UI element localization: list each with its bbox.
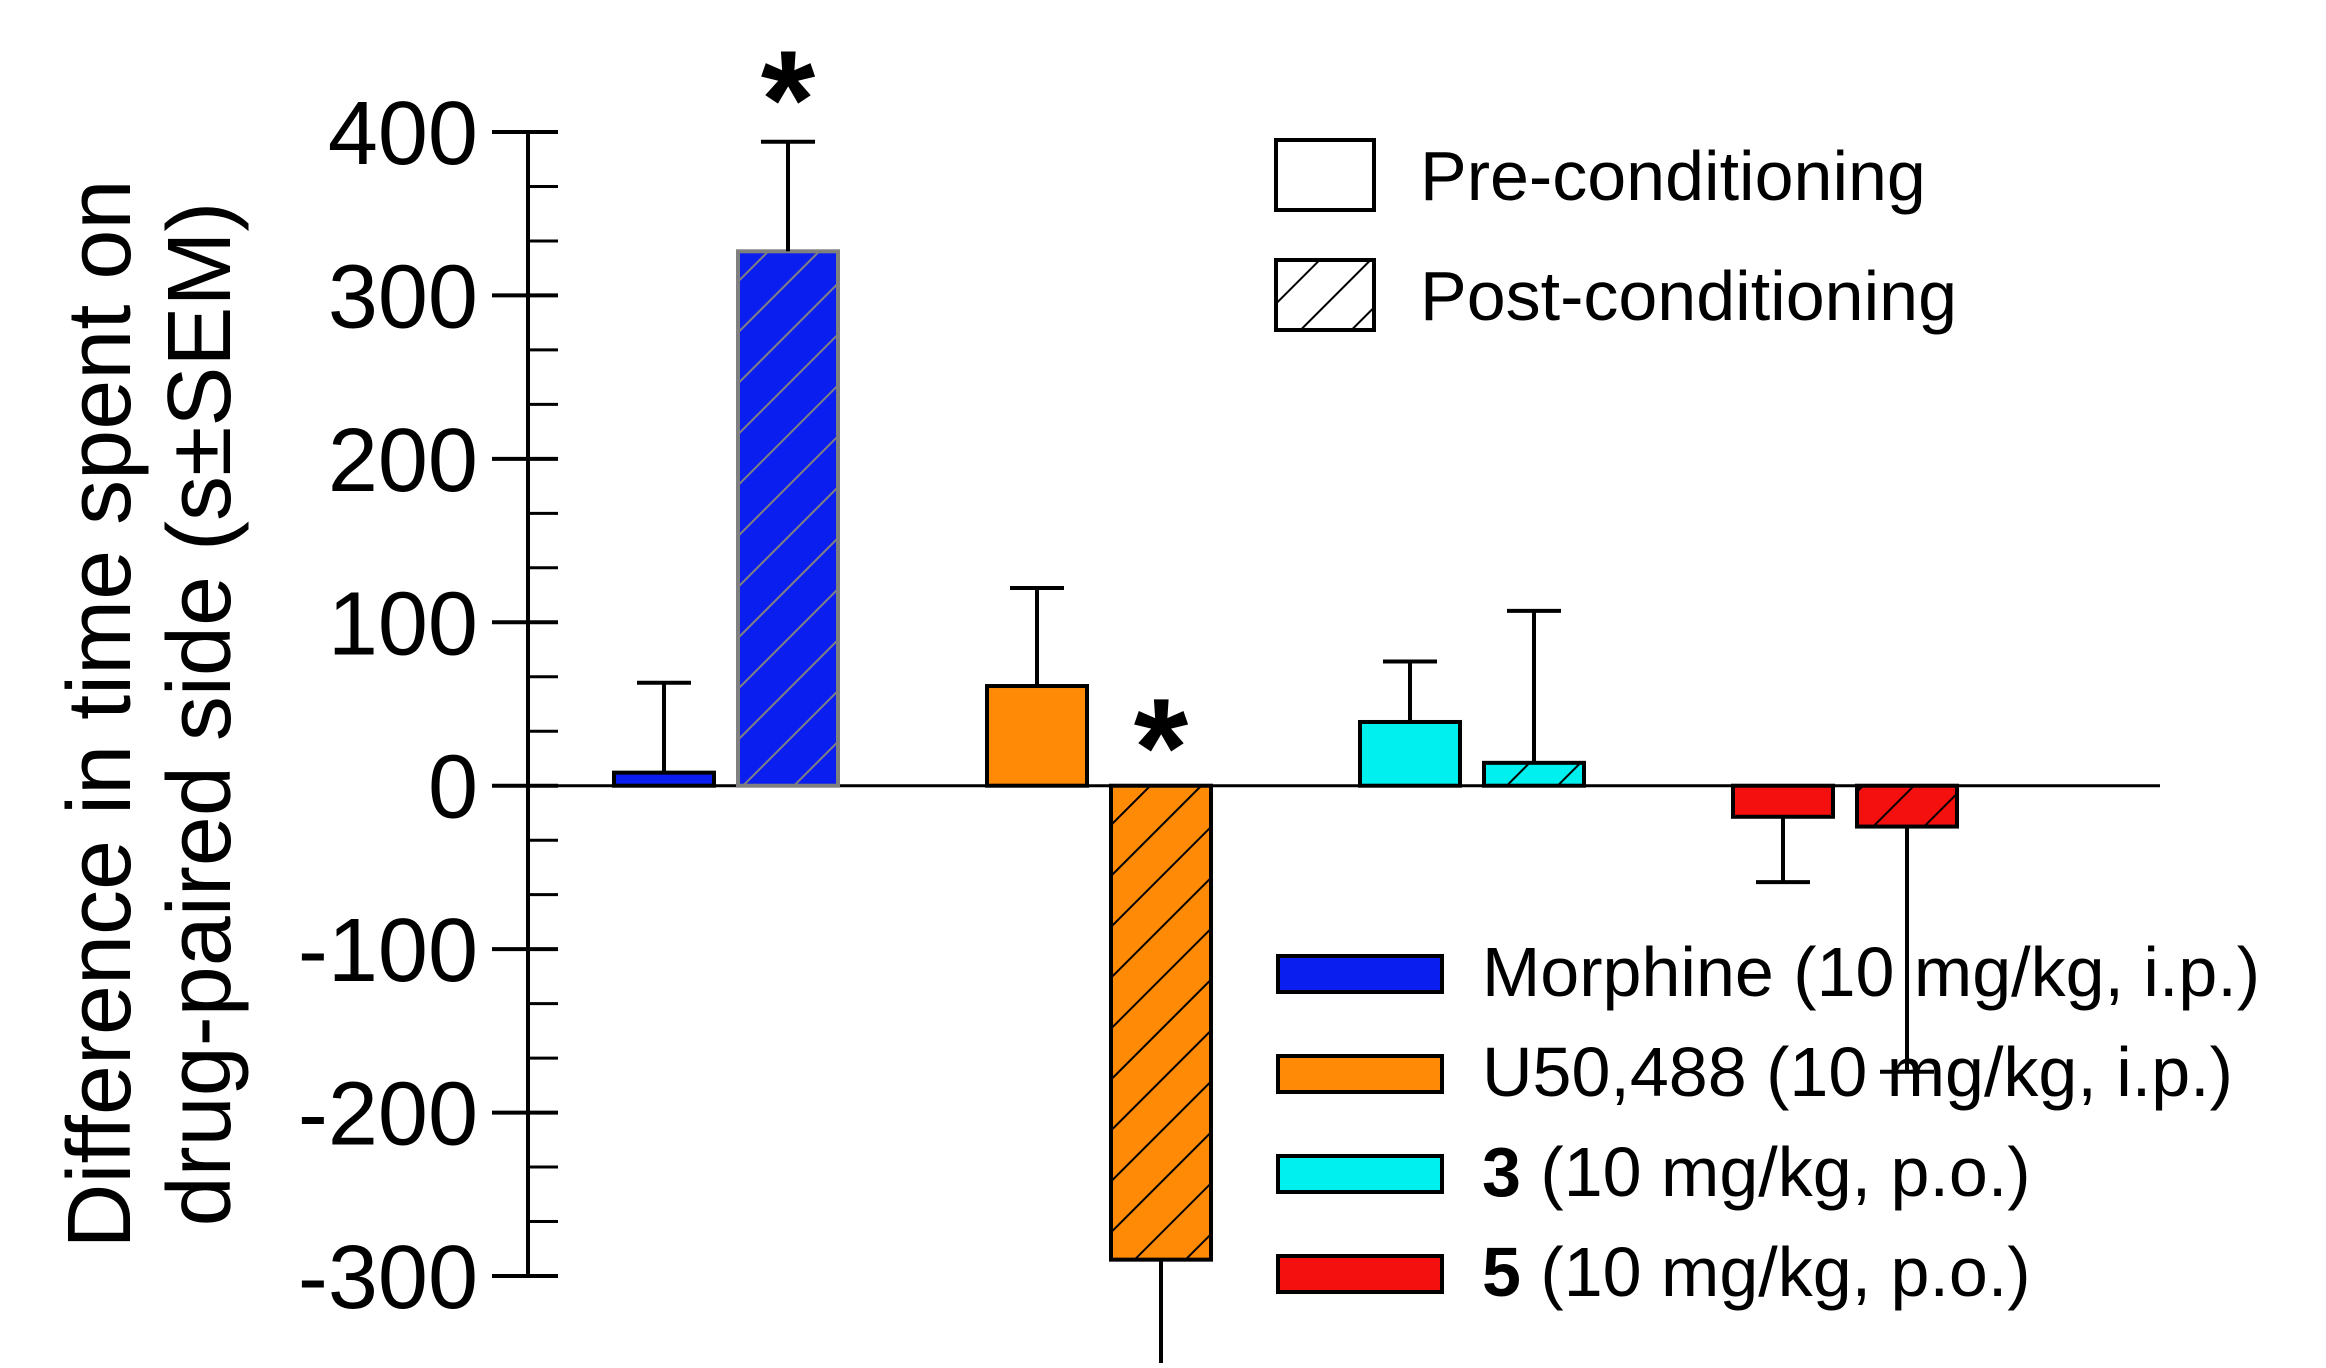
legend-group-text: U50,488 (10 mg/kg, i.p.) xyxy=(1482,1033,2233,1111)
legend-group-text: (10 mg/kg, p.o.) xyxy=(1521,1233,2031,1311)
legend-group-label: 5 (10 mg/kg, p.o.) xyxy=(1482,1233,2031,1311)
legend-swatch-pre xyxy=(1274,138,1376,212)
legend-group-bold: 3 xyxy=(1482,1133,1521,1211)
compound3-post-bar-hatch xyxy=(1484,762,1584,786)
legend-group-label: Morphine (10 mg/kg, i.p.) xyxy=(1482,933,2260,1011)
compound5-post-bar-hatch xyxy=(1857,785,1957,827)
legend: Pre-conditioning Post-conditioning Morphin… xyxy=(1274,137,2260,1311)
y-tick-label: 200 xyxy=(328,411,478,511)
u50488-pre-bar xyxy=(985,684,1089,788)
y-tick-label: 400 xyxy=(328,84,478,184)
legend-group-label: 3 (10 mg/kg, p.o.) xyxy=(1482,1133,2031,1211)
y-tick-label: -300 xyxy=(298,1228,478,1328)
y-tick-label: 0 xyxy=(428,738,478,838)
significance-marker: * xyxy=(1134,669,1189,826)
y-axis-title-line: Difference in time spent on xyxy=(50,180,150,1249)
u50488-post-bar-hatch xyxy=(1111,785,1211,1260)
y-axis: 400 300 200 100 0 -100 -200 -300 Difference in t… xyxy=(50,84,2160,1328)
legend-swatch-compound5 xyxy=(1276,1254,1444,1294)
y-tick-label: -100 xyxy=(298,901,478,1001)
legend-group-bold: 5 xyxy=(1482,1233,1521,1311)
compound5-pre-bar xyxy=(1731,783,1835,819)
morphine-pre-bar xyxy=(612,770,716,788)
y-axis-title-line: drug-paired side (s±SEM) xyxy=(150,202,250,1227)
compound3-pre-bar xyxy=(1358,719,1462,788)
morphine-post-bar-hatch xyxy=(738,251,838,786)
legend-swatch-compound3 xyxy=(1276,1154,1444,1194)
bars-layer: ** xyxy=(612,21,1959,1368)
legend-group-label: U50,488 (10 mg/kg, i.p.) xyxy=(1482,1033,2233,1111)
legend-group-text: Morphine (10 mg/kg, i.p.) xyxy=(1482,933,2260,1011)
y-axis-title: Difference in time spent ondrug-paired s… xyxy=(50,180,250,1249)
legend-condition-label: Pre-conditioning xyxy=(1420,137,1926,215)
legend-swatch-morphine xyxy=(1276,954,1444,994)
legend-group-text: (10 mg/kg, p.o.) xyxy=(1521,1133,2031,1211)
legend-swatch-u50488 xyxy=(1276,1054,1444,1094)
y-tick-label: 100 xyxy=(328,574,478,674)
y-tick-label: -200 xyxy=(298,1065,478,1165)
y-tick-label: 300 xyxy=(328,247,478,347)
significance-marker: * xyxy=(761,21,816,178)
legend-swatch-hatch xyxy=(1276,260,1374,330)
legend-condition-label: Post-conditioning xyxy=(1420,257,1957,335)
